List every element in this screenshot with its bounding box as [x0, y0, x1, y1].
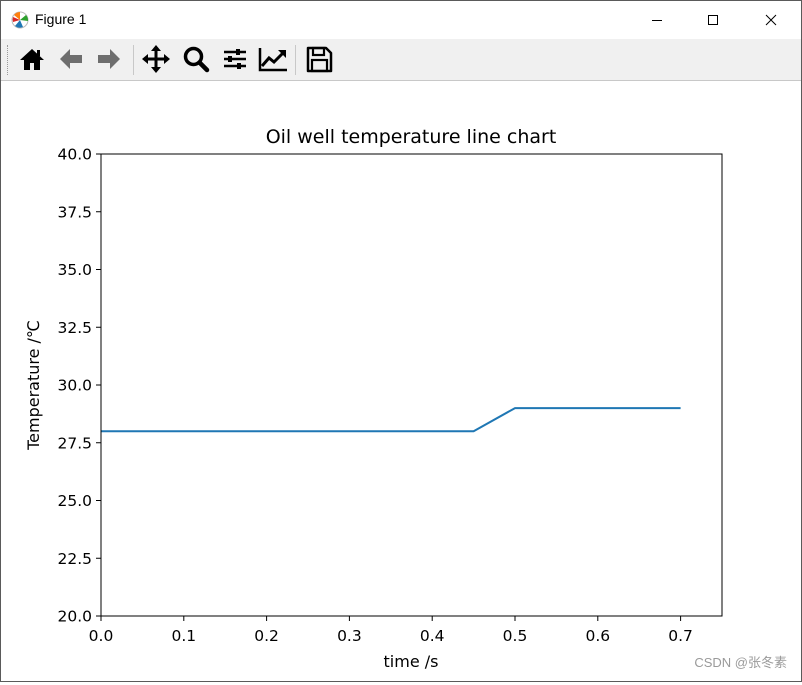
- x-tick-label: 0.3: [337, 627, 362, 645]
- plot-area-frame: [100, 153, 723, 617]
- save-button[interactable]: [303, 43, 335, 75]
- maximize-button[interactable]: [690, 1, 736, 39]
- sliders-icon: [224, 49, 246, 69]
- floppy-disk-icon: [306, 46, 333, 73]
- pan-button[interactable]: [140, 43, 172, 75]
- y-axis-ticks: 20.0 22.5 25.0 27.5 30.0 32.5 35.0 37.5 40.0: [57, 146, 101, 626]
- forward-button[interactable]: [93, 43, 125, 75]
- close-icon: [765, 14, 777, 26]
- y-tick-label: 40.0: [57, 146, 92, 164]
- temperature-series-line: [101, 407, 681, 433]
- edit-axis-button[interactable]: [257, 43, 289, 75]
- magnifier-icon: [183, 46, 210, 73]
- navigation-toolbar: [1, 39, 801, 81]
- x-tick-label: 0.2: [254, 627, 279, 645]
- y-tick-label: 32.5: [57, 319, 92, 337]
- series-group: [101, 407, 681, 433]
- home-button[interactable]: [16, 43, 48, 75]
- y-axis-label: Temperature /℃: [24, 320, 43, 451]
- y-tick-label: 30.0: [57, 377, 92, 395]
- maximize-icon: [708, 15, 718, 25]
- zoom-button[interactable]: [180, 43, 212, 75]
- x-tick-label: 0.4: [420, 627, 445, 645]
- x-tick-label: 0.5: [503, 627, 528, 645]
- x-tick-label: 0.6: [585, 627, 610, 645]
- line-chart-icon: [258, 48, 287, 72]
- x-axis-ticks: 0.0 0.1 0.2 0.3 0.4 0.5 0.6 0.7: [89, 616, 693, 645]
- matplotlib-logo-icon: [11, 11, 29, 29]
- toolbar-separator: [133, 45, 134, 75]
- toolbar-separator: [295, 45, 296, 75]
- toolbar-grip[interactable]: [7, 45, 10, 75]
- line-chart: Oil well temperature line chart 20.0 22.5…: [24, 126, 723, 671]
- minimize-icon: [652, 20, 662, 21]
- arrow-right-icon: [98, 49, 120, 69]
- home-icon: [20, 49, 44, 70]
- x-tick-label: 0.7: [668, 627, 693, 645]
- back-button[interactable]: [55, 43, 87, 75]
- configure-subplots-button[interactable]: [219, 43, 251, 75]
- x-tick-label: 0.1: [171, 627, 196, 645]
- y-tick-label: 37.5: [57, 203, 92, 221]
- chart-title: Oil well temperature line chart: [266, 126, 557, 148]
- watermark-text: CSDN @张冬素: [694, 655, 787, 670]
- x-axis-label: time /s: [384, 652, 439, 671]
- minimize-button[interactable]: [634, 1, 680, 39]
- y-tick-label: 25.0: [57, 492, 92, 510]
- title-bar[interactable]: Figure 1: [1, 1, 801, 39]
- y-tick-label: 35.0: [57, 261, 92, 279]
- figure-canvas[interactable]: Oil well temperature line chart 20.0 22.5…: [1, 81, 801, 681]
- window-title: Figure 1: [35, 11, 87, 27]
- x-tick-label: 0.0: [89, 627, 114, 645]
- arrow-left-icon: [60, 49, 82, 69]
- move-icon: [142, 45, 170, 73]
- close-button[interactable]: [748, 1, 794, 39]
- y-tick-label: 27.5: [57, 434, 92, 452]
- y-tick-label: 22.5: [57, 550, 92, 568]
- y-tick-label: 20.0: [57, 608, 92, 626]
